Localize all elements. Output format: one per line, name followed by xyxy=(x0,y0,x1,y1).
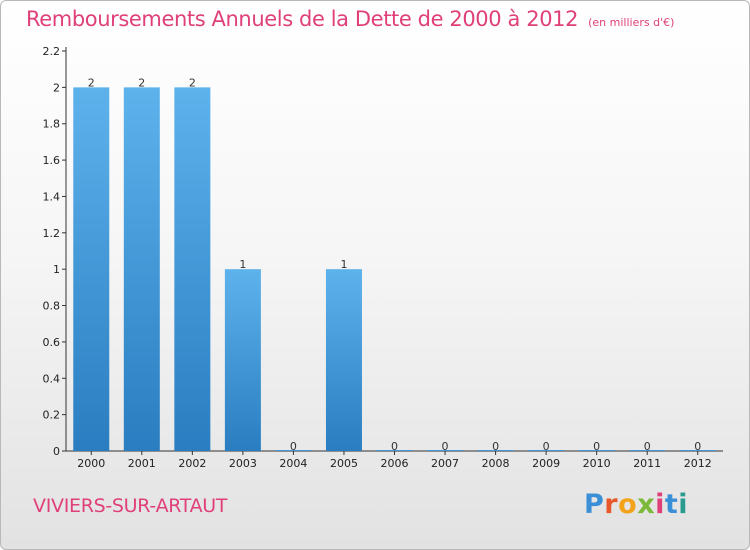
data-label-2009: 0 xyxy=(543,440,550,453)
x-tick-label-2012: 2012 xyxy=(684,457,712,470)
x-tick-label-2002: 2002 xyxy=(178,457,206,470)
bar-2012 xyxy=(679,450,716,451)
logo-letter: t xyxy=(664,489,679,520)
title-row: Remboursements Annuels de la Dette de 20… xyxy=(26,7,674,31)
y-tick-label-9: 1.8 xyxy=(43,118,61,131)
y-tick-label-5: 1 xyxy=(53,263,60,276)
data-label-2002: 2 xyxy=(189,76,196,89)
logo-letter: i xyxy=(678,489,689,520)
data-label-2010: 0 xyxy=(593,440,600,453)
data-label-2006: 0 xyxy=(391,440,398,453)
bar-2008 xyxy=(477,450,514,451)
bar-2010 xyxy=(578,450,615,451)
data-label-2004: 0 xyxy=(290,440,297,453)
x-tick-label-2010: 2010 xyxy=(583,457,611,470)
y-tick-label-0: 0 xyxy=(53,445,60,458)
data-label-2008: 0 xyxy=(492,440,499,453)
bar-2004 xyxy=(275,450,312,451)
data-label-2000: 2 xyxy=(88,76,95,89)
x-tick-label-2003: 2003 xyxy=(229,457,257,470)
bar-2011 xyxy=(629,450,666,451)
y-tick-label-7: 1.4 xyxy=(43,190,61,203)
x-tick-label-2009: 2009 xyxy=(532,457,560,470)
logo-letter: P xyxy=(584,489,605,520)
logo-letter: i xyxy=(655,489,665,520)
bar-2003 xyxy=(224,269,261,451)
y-tick-label-2: 0.4 xyxy=(43,372,61,385)
proxiti-logo: Proxiti xyxy=(584,489,688,520)
chart-subtitle: (en milliers d'€) xyxy=(588,16,675,29)
y-tick-label-1: 0.2 xyxy=(43,409,61,422)
bar-2005 xyxy=(325,269,362,451)
data-label-2003: 1 xyxy=(239,258,246,271)
logo-letter: r xyxy=(604,489,619,520)
bar-2007 xyxy=(427,450,464,451)
bar-2002 xyxy=(174,87,211,451)
y-tick-label-3: 0.6 xyxy=(43,336,61,349)
data-label-2001: 2 xyxy=(138,76,145,89)
bar-2000 xyxy=(73,87,110,451)
x-tick-label-2000: 2000 xyxy=(77,457,105,470)
y-tick-label-4: 0.8 xyxy=(43,300,61,313)
bar-2006 xyxy=(376,450,413,451)
bar-2009 xyxy=(528,450,565,451)
logo-letter: o xyxy=(618,489,638,520)
y-tick-label-6: 1.2 xyxy=(43,227,61,240)
data-label-2011: 0 xyxy=(644,440,651,453)
x-tick-label-2005: 2005 xyxy=(330,457,358,470)
y-tick-label-8: 1.6 xyxy=(43,154,61,167)
x-tick-label-2006: 2006 xyxy=(381,457,409,470)
chart-title: Remboursements Annuels de la Dette de 20… xyxy=(26,7,579,31)
commune-name: VIVIERS-SUR-ARTAUT xyxy=(33,495,228,517)
x-tick-label-2008: 2008 xyxy=(482,457,510,470)
data-label-2005: 1 xyxy=(340,258,347,271)
y-tick-label-11: 2.2 xyxy=(43,45,61,58)
x-tick-label-2004: 2004 xyxy=(279,457,307,470)
data-label-2007: 0 xyxy=(442,440,449,453)
x-tick-label-2011: 2011 xyxy=(633,457,661,470)
logo-letter: x xyxy=(637,489,656,520)
bar-2001 xyxy=(123,87,160,451)
x-tick-label-2001: 2001 xyxy=(128,457,156,470)
x-tick-label-2007: 2007 xyxy=(431,457,459,470)
data-label-2012: 0 xyxy=(694,440,701,453)
y-tick-label-10: 2 xyxy=(53,81,60,94)
